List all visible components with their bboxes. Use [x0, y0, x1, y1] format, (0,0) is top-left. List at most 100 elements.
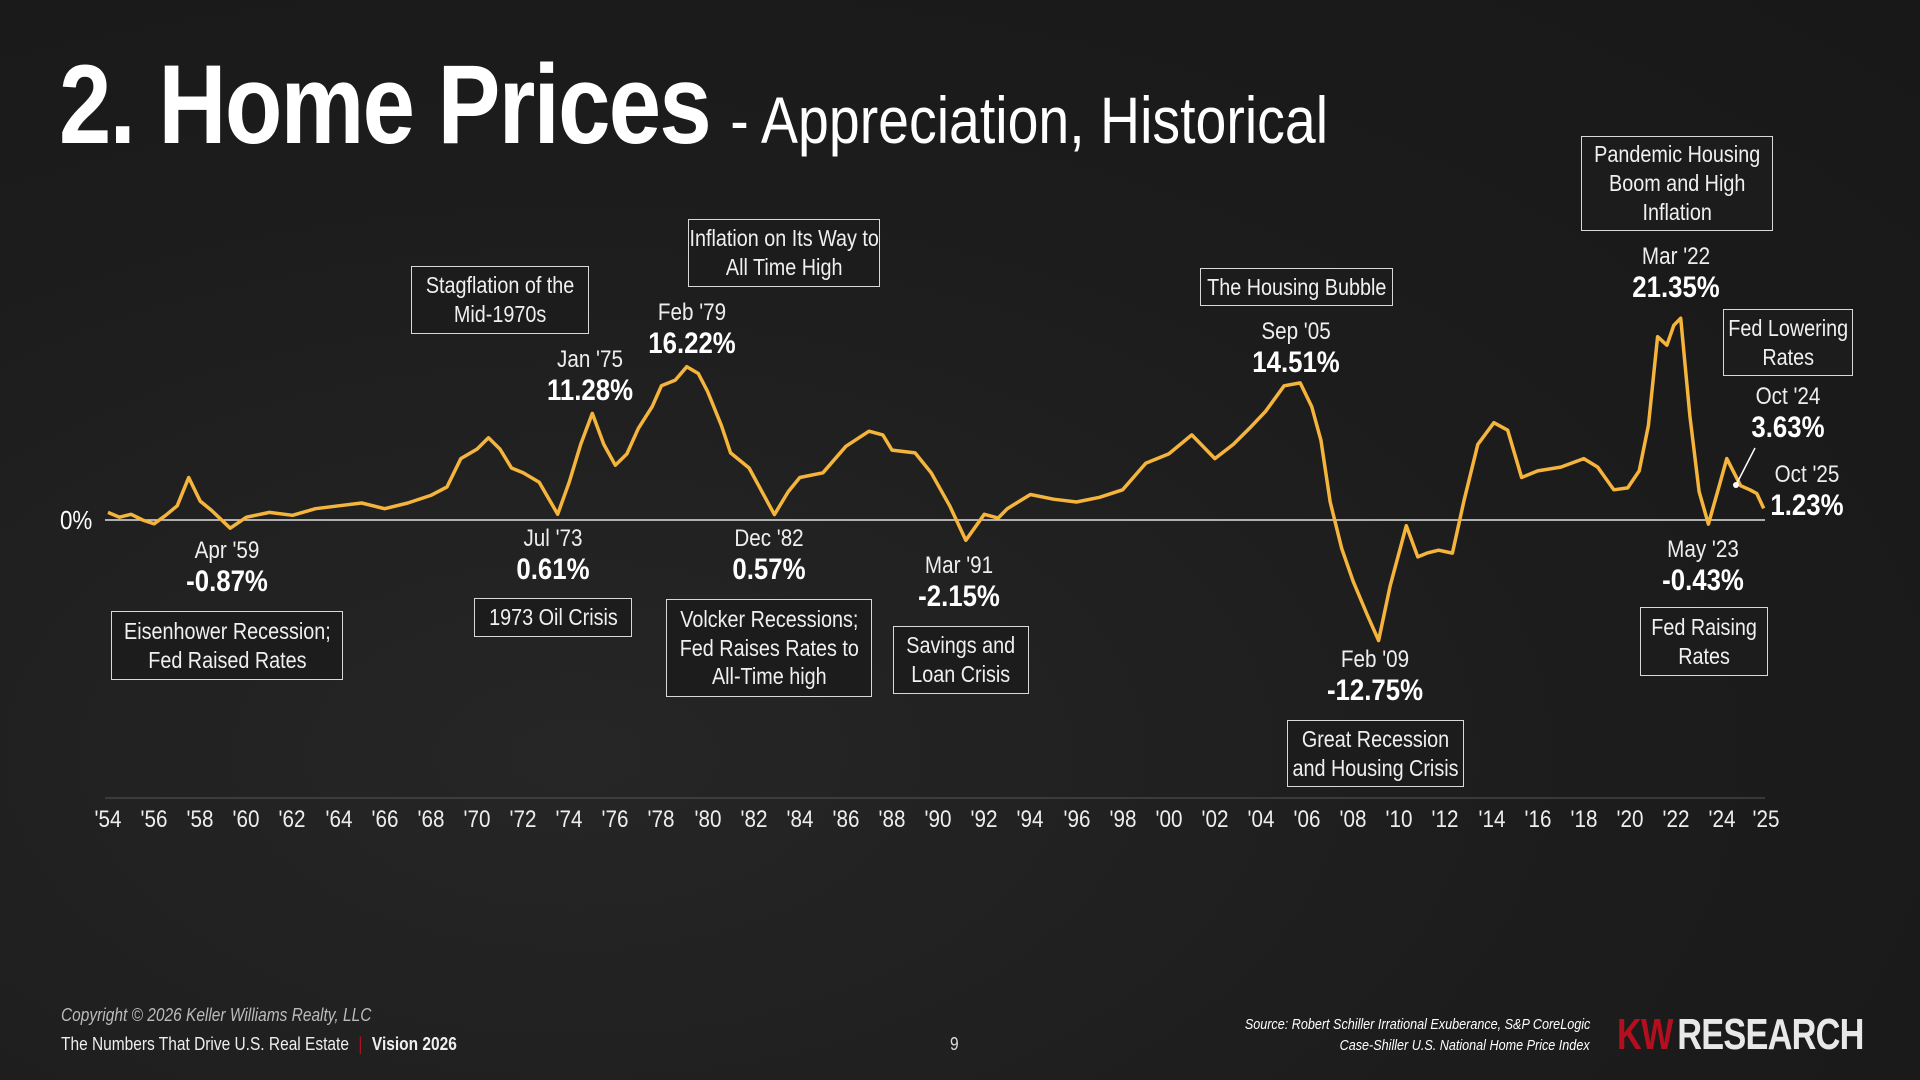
- x-tick-label: '12: [1432, 806, 1459, 833]
- x-tick-label: '82: [740, 806, 768, 833]
- source-line-1: Source: Robert Schiller Irrational Exube…: [1244, 1016, 1590, 1033]
- x-tick-label: '64: [325, 806, 353, 833]
- annotation-mar-91: Mar '91 -2.15%: [918, 552, 1000, 614]
- x-tick-label: '24: [1708, 806, 1736, 833]
- annotation-date: Mar '22: [1641, 243, 1711, 270]
- page-title: 2. Home Prices - Appreciation, Historical: [59, 40, 1328, 169]
- annotation-date: May '23: [1667, 536, 1739, 563]
- note-eisenhower: Eisenhower Recession; Fed Raised Rates: [111, 611, 343, 680]
- x-tick-label: '22: [1662, 806, 1690, 833]
- x-tick-label: '84: [786, 806, 814, 833]
- x-tick-label: '88: [878, 806, 906, 833]
- kw-research-logo: KW RESEARCH: [1617, 1010, 1864, 1060]
- note-pandemic: Pandemic Housing Boom and High Inflation: [1581, 136, 1773, 231]
- annotation-value: -0.87%: [186, 564, 268, 598]
- annotation-mar-22: Mar '22 21.35%: [1632, 243, 1720, 305]
- x-tick-label: '54: [94, 806, 122, 833]
- oct-24-pointer: [1735, 447, 1756, 486]
- note-text: Fed Raising Rates: [1651, 613, 1757, 669]
- x-tick-label: '18: [1570, 806, 1598, 833]
- note-text: Savings and Loan Crisis: [906, 632, 1016, 687]
- x-tick-label: '16: [1524, 806, 1552, 833]
- x-tick-label: '04: [1247, 806, 1275, 833]
- note-housing-bubble: The Housing Bubble: [1200, 268, 1393, 306]
- annotation-value: 0.57%: [732, 552, 806, 586]
- x-tick-label: '66: [371, 806, 399, 833]
- edition: Vision 2026: [371, 1034, 457, 1054]
- title-subtitle: - Appreciation, Historical: [730, 83, 1329, 157]
- logo-research: RESEARCH: [1677, 1010, 1864, 1059]
- title-main: 2. Home Prices: [59, 42, 712, 167]
- note-savings-loan: Savings and Loan Crisis: [893, 626, 1029, 694]
- annotation-value: 3.63%: [1751, 410, 1825, 444]
- x-tick-label: '92: [970, 806, 998, 833]
- tagline: The Numbers That Drive U.S. Real Estate: [61, 1034, 349, 1054]
- note-text: Volcker Recessions; Fed Raises Rates to …: [679, 605, 859, 690]
- note-text: The Housing Bubble: [1206, 273, 1387, 300]
- note-fed-raising: Fed Raising Rates: [1640, 607, 1768, 676]
- x-tick-label: '08: [1339, 806, 1367, 833]
- annotation-value: -2.15%: [918, 579, 1000, 613]
- oct-24-marker: [1733, 482, 1739, 488]
- x-tick-label: '60: [232, 806, 260, 833]
- annotation-value: 16.22%: [648, 326, 736, 360]
- appreciation-series-line: [107, 316, 1766, 643]
- annotation-date: Oct '25: [1774, 461, 1840, 488]
- x-tick-label: '58: [186, 806, 214, 833]
- annotation-date: Feb '09: [1340, 646, 1410, 673]
- x-tick-label: '78: [647, 806, 675, 833]
- note-stagflation: Stagflation of the Mid-1970s: [411, 266, 589, 334]
- x-tick-label: '96: [1063, 806, 1090, 833]
- copyright: Copyright © 2026 Keller Williams Realty,…: [61, 1005, 372, 1025]
- x-tick-label: '62: [279, 806, 306, 833]
- note-volcker: Volcker Recessions; Fed Raises Rates to …: [666, 599, 872, 697]
- annotation-feb-09: Feb '09 -12.75%: [1327, 646, 1423, 708]
- footer-tagline-row: The Numbers That Drive U.S. Real Estate …: [61, 1034, 457, 1055]
- x-tick-label: '70: [463, 806, 491, 833]
- x-tick-label: '80: [694, 806, 721, 833]
- annotation-dec-82: Dec '82 0.57%: [732, 525, 805, 587]
- x-tick-label: '25: [1752, 806, 1780, 833]
- x-tick-label: '86: [832, 806, 860, 833]
- note-text: Fed Lowering Rates: [1728, 314, 1848, 370]
- note-text: Great Recession and Housing Crisis: [1292, 725, 1459, 781]
- note-great-recession: Great Recession and Housing Crisis: [1287, 720, 1464, 787]
- annotation-value: 11.28%: [546, 373, 634, 407]
- annotation-date: Sep '05: [1261, 318, 1331, 345]
- annotation-may-23: May '23 -0.43%: [1662, 536, 1744, 598]
- note-text: Stagflation of the Mid-1970s: [425, 272, 575, 327]
- x-tick-label: '02: [1201, 806, 1229, 833]
- x-tick-label: '56: [140, 806, 168, 833]
- annotation-value: -0.43%: [1662, 563, 1744, 597]
- x-tick-label: '10: [1385, 806, 1413, 833]
- annotation-jan-75: Jan '75 11.28%: [547, 346, 633, 408]
- note-text: 1973 Oil Crisis: [488, 604, 618, 631]
- annotation-value: 14.51%: [1252, 345, 1340, 379]
- annotation-oct-24: Oct '24 3.63%: [1751, 383, 1824, 445]
- note-oil-crisis: 1973 Oil Crisis: [474, 598, 632, 637]
- annotation-value: 1.23%: [1770, 488, 1844, 522]
- zero-percent-label: 0%: [60, 505, 93, 535]
- x-tick-label: '76: [601, 806, 629, 833]
- note-inflation: Inflation on Its Way to All Time High: [688, 219, 880, 287]
- annotation-value: -12.75%: [1326, 673, 1424, 707]
- x-tick-label: '68: [417, 806, 445, 833]
- note-text: Inflation on Its Way to All Time High: [689, 225, 879, 280]
- annotation-date: Mar '91: [924, 552, 994, 579]
- annotation-feb-79: Feb '79 16.22%: [648, 299, 736, 361]
- annotation-date: Dec '82: [734, 525, 804, 552]
- annotation-date: Feb '79: [657, 299, 727, 326]
- x-tick-label: '90: [924, 806, 952, 833]
- annotation-jul-73: Jul '73 0.61%: [516, 525, 589, 587]
- page-number: 9: [950, 1034, 959, 1054]
- x-tick-label: '06: [1293, 806, 1321, 833]
- annotation-date: Jul '73: [523, 525, 583, 552]
- annotation-value: 21.35%: [1632, 270, 1720, 304]
- x-tick-label: '74: [555, 806, 583, 833]
- logo-kw: KW: [1617, 1010, 1673, 1059]
- separator: |: [358, 1034, 363, 1054]
- x-tick-label: '72: [509, 806, 537, 833]
- x-tick-label: '94: [1016, 806, 1044, 833]
- note-text: Pandemic Housing Boom and High Inflation: [1593, 141, 1761, 225]
